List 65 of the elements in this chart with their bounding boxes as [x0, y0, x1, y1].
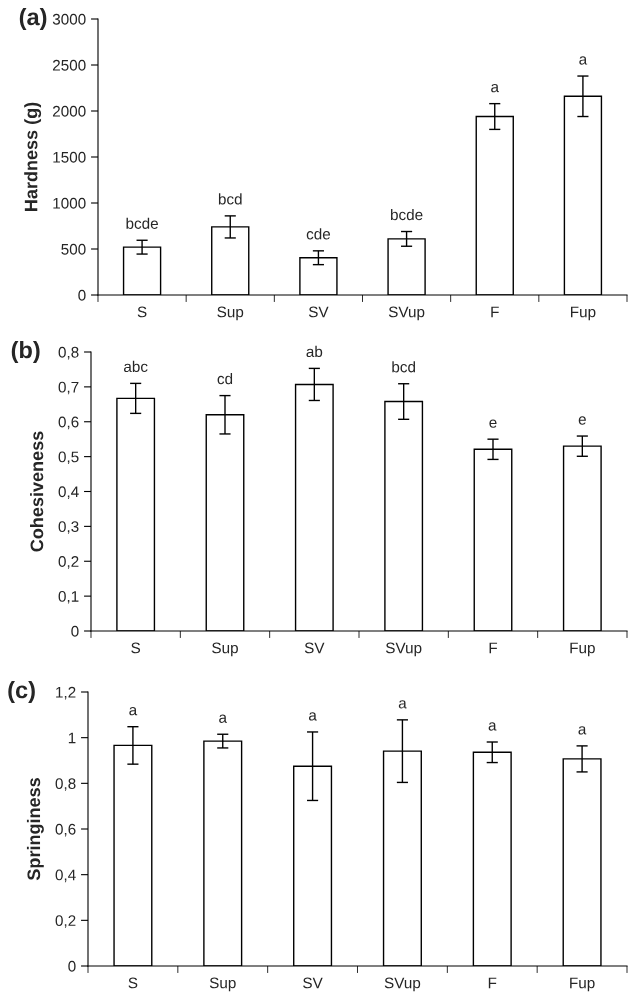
x-tick-label: SVup	[388, 306, 425, 321]
y-tick-label: 500	[61, 243, 86, 255]
y-tick-label: 0,7	[58, 381, 79, 395]
y-tick-label: 0	[71, 625, 79, 637]
annotation: a	[578, 726, 587, 735]
y-tick-label: 0,5	[58, 451, 79, 465]
chart-title: (a)	[19, 8, 47, 31]
x-tick-label: F	[491, 306, 499, 318]
x-tick-label: SVup	[385, 642, 422, 657]
annotation: ab	[306, 345, 323, 358]
y-tick-label: 0,2	[55, 915, 76, 928]
y-tick-label: 2000	[52, 105, 86, 117]
x-tick-label: SVup	[384, 977, 421, 992]
annotation: bcd	[218, 193, 242, 205]
y-tick-label: 0,3	[58, 521, 79, 534]
y-axis-title: Hardness (g)	[24, 102, 42, 211]
y-tick-label: 0,6	[55, 823, 76, 837]
y-tick-label: 0,1	[58, 590, 79, 604]
x-tick-label: SV	[308, 306, 329, 318]
y-tick-label: 0	[78, 289, 86, 301]
y-tick-label: 1000	[53, 197, 86, 209]
x-tick-label: Sup	[212, 642, 238, 657]
y-axis-title: Cohesiveness	[30, 431, 44, 552]
annotation: a	[398, 700, 407, 709]
y-tick-label: 0,8	[55, 778, 76, 791]
x-tick-label: F	[488, 977, 497, 989]
x-tick-label: SV	[303, 977, 323, 989]
y-tick-label: 1,2	[56, 686, 76, 700]
chart-title: (c)	[8, 680, 35, 704]
y-tick-label: 0	[68, 960, 76, 972]
x-tick-label: Sup	[217, 306, 244, 321]
annotation: a	[129, 706, 138, 716]
y-tick-label: 3000	[52, 13, 86, 25]
y-tick-label: 0,4	[58, 486, 79, 499]
annotation: a	[308, 712, 317, 721]
annotation: cd	[217, 373, 233, 385]
annotation: a	[491, 83, 499, 93]
annotation: e	[578, 416, 586, 425]
annotation: bcde	[391, 208, 423, 221]
x-tick-label: S	[128, 977, 138, 989]
x-tick-label: Fup	[571, 306, 596, 321]
y-tick-label: 0,8	[58, 346, 79, 360]
x-tick-label: Fup	[570, 977, 595, 992]
annotation: a	[579, 56, 588, 65]
y-axis-title: Springiness	[26, 778, 44, 881]
y-tick-label: 2500	[52, 59, 86, 71]
annotation: cde	[306, 228, 331, 240]
y-tick-label: 1	[68, 732, 76, 744]
x-tick-label: Sup	[209, 977, 236, 992]
x-tick-label: SV	[304, 642, 325, 654]
y-tick-label: 0,2	[58, 556, 79, 569]
annotation: e	[489, 419, 497, 428]
y-tick-label: 1500	[53, 151, 86, 163]
y-tick-label: 0,4	[55, 869, 76, 883]
y-tick-label: 0,6	[58, 416, 79, 430]
chart-title: (b)	[11, 341, 40, 364]
annotation: a	[219, 714, 227, 723]
x-tick-label: Fup	[570, 642, 595, 657]
annotation: bcde	[126, 217, 158, 229]
annotation: a	[488, 722, 497, 731]
x-tick-label: S	[131, 642, 141, 654]
annotation: bcd	[392, 361, 415, 373]
x-tick-label: F	[489, 642, 498, 654]
x-tick-label: S	[137, 306, 147, 318]
annotation: abc	[124, 360, 148, 373]
